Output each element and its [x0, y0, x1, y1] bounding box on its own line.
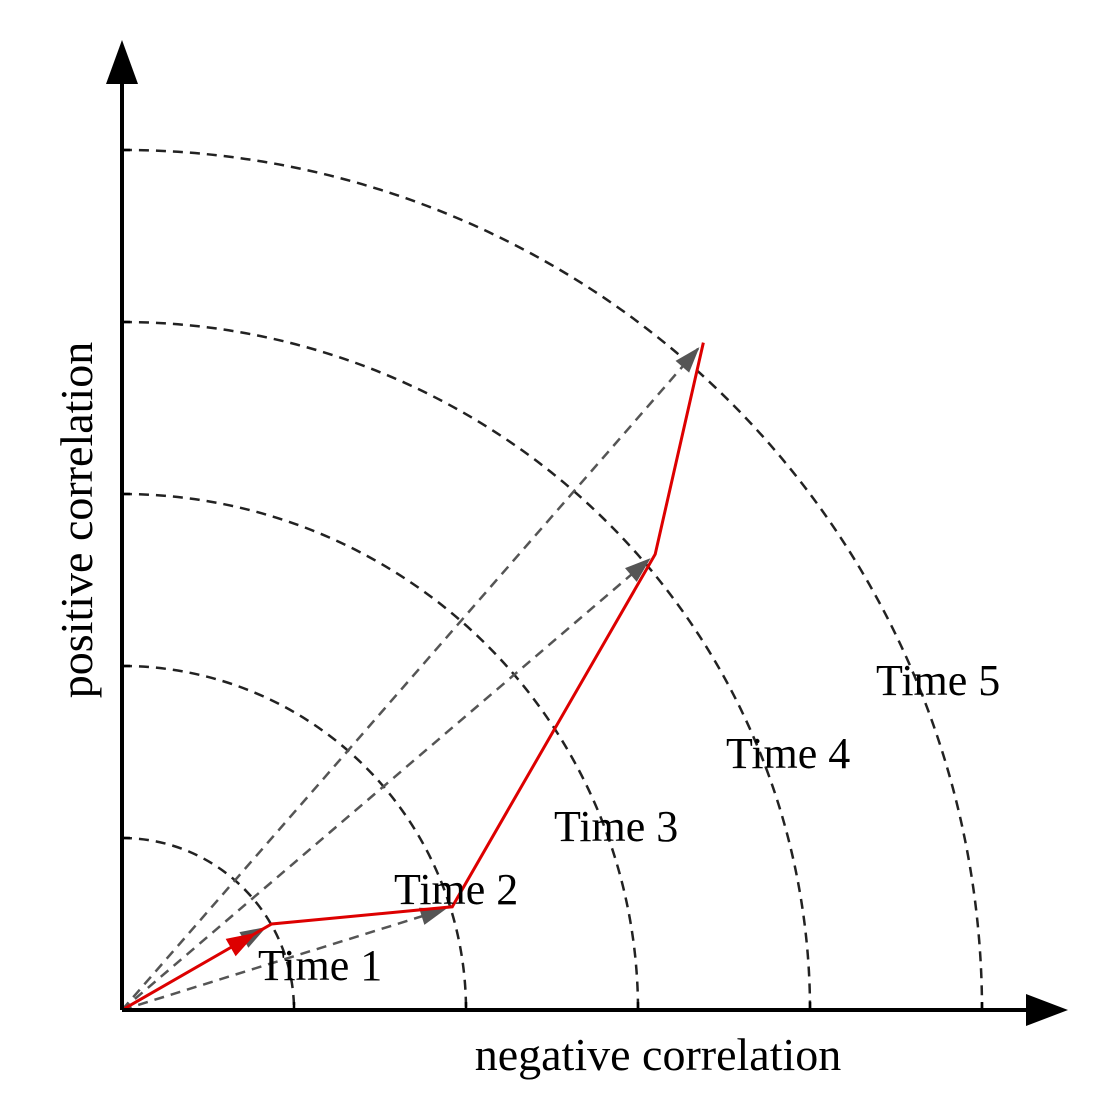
x-axis-arrow-icon — [1026, 994, 1068, 1026]
time-vector-3 — [121, 557, 652, 1011]
y-axis-label: positive correlation — [51, 342, 102, 698]
time-vector-head-2 — [419, 907, 447, 925]
ring-label-time-2: Time 2 — [394, 865, 518, 914]
time-vector-head-3 — [625, 558, 651, 582]
trajectory-path — [121, 342, 705, 1012]
time-vector-2 — [121, 907, 447, 1012]
y-axis-arrow-icon — [106, 40, 138, 84]
time-vector-4 — [121, 346, 701, 1011]
ring-arc-3 — [121, 492, 640, 1011]
trajectory-line — [121, 342, 705, 1012]
ring-label-time-1: Time 1 — [258, 941, 382, 990]
trajectory-arrow-head — [225, 932, 257, 957]
ring-arc-1 — [121, 836, 296, 1011]
ring-arc-5 — [121, 148, 984, 1011]
time-rings — [121, 148, 984, 1011]
ring-label-time-3: Time 3 — [554, 802, 678, 851]
ring-label-time-4: Time 4 — [726, 729, 850, 778]
ring-arc-2 — [121, 664, 468, 1011]
axis-ticks — [122, 148, 984, 1010]
time-vector-head-4 — [675, 347, 700, 373]
x-axis-label: negative correlation — [475, 1029, 842, 1080]
ring-label-time-5: Time 5 — [876, 656, 1000, 705]
